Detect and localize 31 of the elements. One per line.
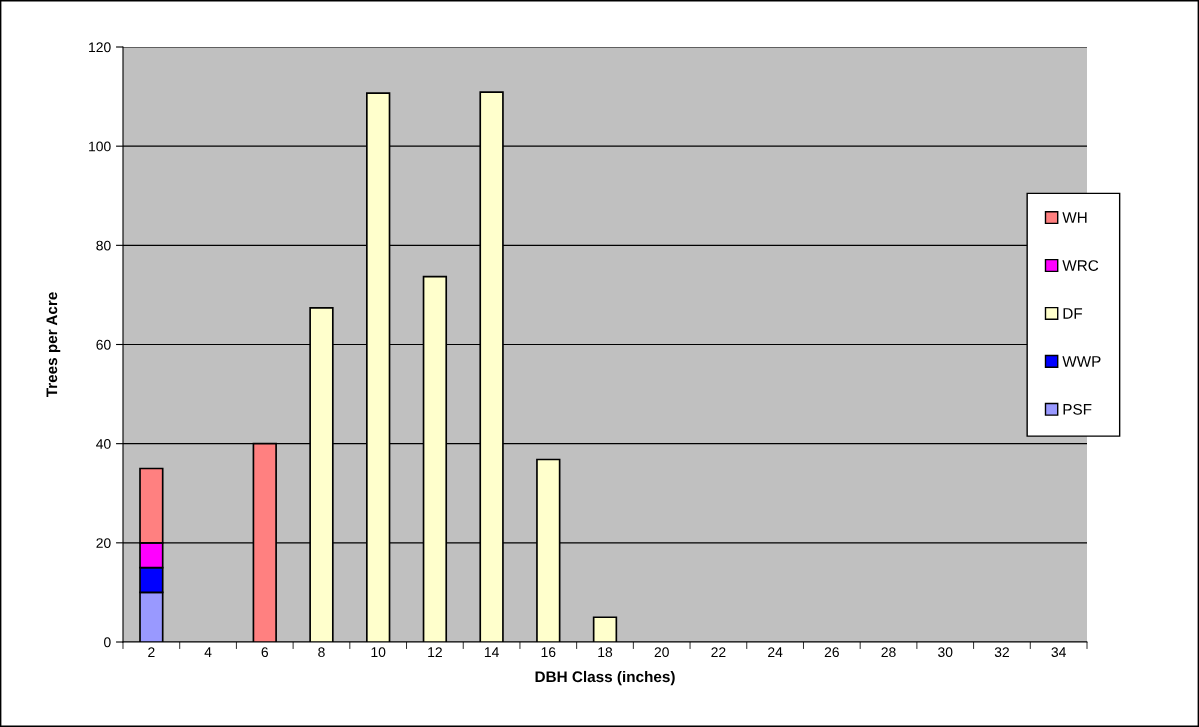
x-tick-label: 26 (824, 647, 839, 658)
legend-label: WH (1062, 212, 1087, 223)
x-tick-label: 6 (261, 647, 269, 658)
x-tick-label: 24 (768, 647, 783, 657)
y-tick-label: 60 (96, 339, 111, 350)
x-tick-label: 28 (881, 647, 896, 658)
y-tick-label: 120 (89, 42, 111, 53)
legend-label: WWP (1062, 356, 1101, 367)
x-tick-label: 34 (1051, 647, 1066, 658)
x-tick-label: 2 (148, 647, 155, 657)
x-tick-label: 18 (598, 647, 613, 658)
y-tick-label: 100 (89, 141, 111, 152)
y-tick-label: 20 (96, 538, 111, 548)
y-axis-title: Trees per Acre (46, 292, 61, 398)
x-tick-label: 14 (484, 647, 499, 657)
y-tick-label: 80 (96, 240, 111, 251)
x-tick-label: 8 (318, 647, 325, 658)
x-tick-label: 10 (371, 647, 386, 658)
x-tick-label: 30 (938, 647, 953, 658)
y-tick-label: 0 (104, 637, 111, 648)
legend-label: DF (1063, 308, 1083, 319)
x-tick-label: 22 (711, 647, 726, 657)
x-tick-label: 4 (204, 647, 212, 657)
legend-label: PSF (1063, 403, 1092, 415)
x-axis-title: DBH Class (inches) (535, 670, 675, 686)
x-tick-label: 16 (541, 647, 556, 658)
x-tick-label: 12 (428, 647, 442, 657)
x-tick-label: 20 (654, 647, 669, 658)
y-tick-label: 40 (96, 439, 111, 449)
x-tick-label: 32 (994, 647, 1009, 658)
legend-label: WRC (1062, 260, 1099, 271)
